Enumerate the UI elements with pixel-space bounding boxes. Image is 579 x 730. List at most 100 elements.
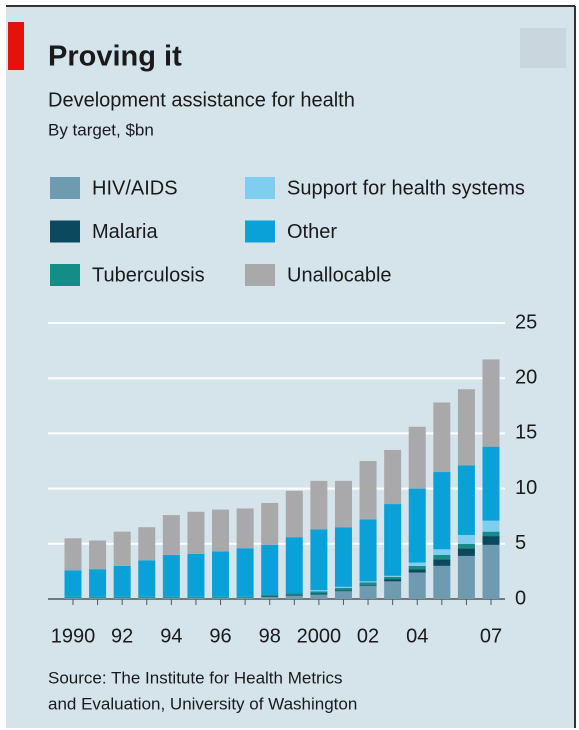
bar-segment bbox=[310, 593, 328, 595]
bar-segment bbox=[359, 584, 377, 586]
bar-segment bbox=[261, 595, 279, 597]
bar-segment bbox=[334, 527, 352, 587]
bar-segment bbox=[457, 534, 475, 544]
bar-segment bbox=[138, 596, 156, 598]
bar-segment bbox=[457, 548, 475, 556]
bar-segment bbox=[457, 555, 475, 599]
bar-segment bbox=[482, 446, 500, 521]
bar-segment bbox=[162, 596, 180, 598]
legend-swatch bbox=[50, 264, 80, 286]
bar-segment bbox=[187, 597, 205, 599]
bar-segment bbox=[212, 551, 230, 597]
panel bbox=[6, 6, 575, 728]
bar-segment bbox=[433, 472, 451, 550]
bar-segment bbox=[113, 565, 131, 597]
legend-label: Tuberculosis bbox=[92, 264, 205, 286]
x-tick-label: 04 bbox=[406, 625, 428, 647]
bar-segment bbox=[433, 559, 451, 566]
bar-segment bbox=[359, 461, 377, 520]
bar-segment bbox=[236, 597, 254, 599]
bar-segment bbox=[138, 597, 156, 599]
bar-segment bbox=[212, 596, 230, 598]
bar-segment bbox=[187, 511, 205, 554]
chart-subtitle: Development assistance for health bbox=[48, 89, 355, 111]
bar-segment bbox=[89, 596, 107, 598]
y-tick-label: 20 bbox=[515, 366, 537, 388]
legend-swatch bbox=[50, 220, 80, 243]
logo-placeholder bbox=[520, 28, 566, 68]
bar-segment bbox=[359, 519, 377, 582]
legend-label: Unallocable bbox=[287, 264, 392, 286]
bar-segment bbox=[408, 488, 426, 563]
bar-segment bbox=[89, 540, 107, 570]
bar-segment bbox=[64, 596, 82, 598]
red-tag bbox=[8, 22, 24, 70]
bar-segment bbox=[433, 554, 451, 560]
bar-segment bbox=[89, 569, 107, 597]
bar-segment bbox=[384, 581, 402, 599]
bar-segment bbox=[482, 531, 500, 537]
bar-segment bbox=[310, 590, 328, 592]
x-tick-label: 96 bbox=[209, 625, 231, 647]
bar-segment bbox=[457, 543, 475, 549]
bar-segment bbox=[384, 576, 402, 580]
bar-segment bbox=[359, 582, 377, 585]
bar-segment bbox=[285, 537, 303, 594]
bar-segment bbox=[334, 587, 352, 591]
x-tick-label: 94 bbox=[160, 625, 182, 647]
bar-segment bbox=[285, 594, 303, 596]
bar-segment bbox=[64, 538, 82, 571]
unit-label: By target, $bn bbox=[48, 120, 154, 139]
bar-segment bbox=[261, 596, 279, 599]
bar-segment bbox=[334, 590, 352, 592]
legend-swatch bbox=[245, 177, 275, 199]
bar-segment bbox=[236, 548, 254, 597]
legend-label: Support for health systems bbox=[287, 177, 525, 199]
bar-segment bbox=[187, 553, 205, 597]
y-tick-label: 15 bbox=[515, 422, 537, 444]
x-tick-label: 1990 bbox=[51, 625, 96, 647]
bar-segment bbox=[433, 549, 451, 555]
bar-segment bbox=[64, 597, 82, 599]
legend-label: Malaria bbox=[92, 221, 158, 243]
bar-segment bbox=[457, 389, 475, 466]
bar-segment bbox=[261, 594, 279, 596]
bar-segment bbox=[334, 591, 352, 599]
chart-title: Proving it bbox=[48, 41, 182, 73]
bar-segment bbox=[162, 515, 180, 555]
bar-segment bbox=[261, 502, 279, 545]
bar-segment bbox=[236, 508, 254, 549]
bar-segment bbox=[482, 544, 500, 599]
bar-segment bbox=[162, 597, 180, 599]
legend-swatch bbox=[245, 264, 275, 286]
x-tick-label: 98 bbox=[259, 625, 281, 647]
legend-swatch bbox=[50, 177, 80, 199]
bar-segment bbox=[482, 520, 500, 532]
legend-label: Other bbox=[287, 221, 337, 243]
bar-segment bbox=[433, 402, 451, 473]
bar-segment bbox=[310, 591, 328, 594]
y-tick-label: 5 bbox=[515, 532, 526, 554]
bar-segment bbox=[310, 480, 328, 530]
bar-segment bbox=[113, 596, 131, 598]
bar-segment bbox=[408, 562, 426, 566]
bar-segment bbox=[64, 570, 82, 597]
bar-segment bbox=[384, 504, 402, 576]
bar-segment bbox=[433, 565, 451, 599]
y-tick-label: 10 bbox=[515, 477, 537, 499]
bar-segment bbox=[162, 554, 180, 597]
bar-segment bbox=[384, 575, 402, 577]
bar-segment bbox=[359, 581, 377, 583]
legend-label: HIV/AIDS bbox=[92, 177, 178, 199]
bar-segment bbox=[138, 560, 156, 597]
bar-segment bbox=[138, 527, 156, 561]
x-tick-label: 92 bbox=[111, 625, 133, 647]
bar-segment bbox=[334, 480, 352, 528]
x-tick-label: 02 bbox=[357, 625, 379, 647]
bar-segment bbox=[408, 426, 426, 489]
bar-segment bbox=[285, 595, 303, 599]
source: and Evaluation, University of Washington bbox=[48, 694, 357, 713]
bar-segment bbox=[457, 465, 475, 535]
bar-segment bbox=[482, 359, 500, 447]
